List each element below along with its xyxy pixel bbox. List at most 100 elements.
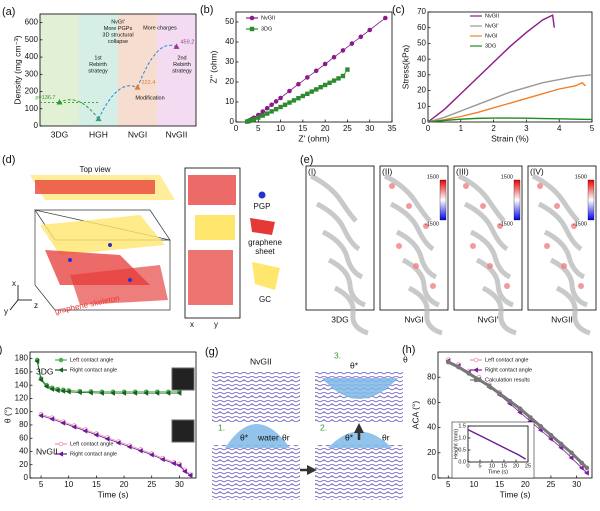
series-line — [40, 415, 191, 476]
legend-label: Left contact angle — [485, 357, 528, 363]
colorbar-label: -1500 — [499, 221, 513, 227]
panel-label: (c) — [392, 4, 405, 16]
legend-sheet — [250, 218, 275, 235]
y-tick-label: 20 — [427, 448, 436, 457]
x-tick-label: 5 — [256, 124, 261, 133]
caption: Top view — [79, 165, 110, 174]
point — [322, 61, 328, 67]
x-tick-label: 5 — [446, 480, 451, 489]
x-axis-label: Time (s) — [98, 489, 129, 499]
point — [115, 440, 121, 446]
legend-label: Right contact angle — [70, 451, 117, 457]
x-tick-label: 0 — [234, 124, 239, 133]
charge — [561, 263, 567, 269]
tile-name: NvGI — [404, 314, 423, 324]
charge — [480, 203, 486, 209]
y-axis-label: Density (mg cm⁻³) — [12, 35, 22, 104]
point — [38, 412, 44, 419]
x-tick-label: 3DG — [51, 129, 68, 139]
y-tick-label: 140 — [15, 380, 29, 389]
axis-name: y — [214, 320, 218, 329]
point — [558, 441, 564, 447]
caption: NvGII — [250, 356, 272, 366]
x-tick-label: 4 — [557, 124, 562, 133]
x-tick-label: 0 — [426, 124, 431, 133]
network — [531, 173, 580, 223]
network — [481, 285, 517, 336]
x-tick-label: 30 — [572, 480, 581, 489]
annotation: Rebirth — [173, 62, 191, 68]
legend-label: Left contact angle — [70, 357, 113, 363]
point — [291, 98, 297, 103]
point — [273, 99, 279, 104]
axis-name: y — [4, 307, 8, 316]
x-tick-label: 15 — [92, 480, 101, 489]
pgp — [68, 258, 72, 262]
charge — [463, 183, 469, 189]
plot-frame — [39, 13, 197, 127]
point — [95, 115, 102, 122]
annotation: NvGI' — [111, 19, 125, 25]
point — [305, 91, 310, 96]
point — [251, 117, 257, 122]
point — [43, 383, 49, 390]
network — [395, 229, 438, 280]
tile-numeral: (IV) — [530, 166, 544, 176]
point — [49, 416, 55, 422]
charge — [504, 283, 510, 289]
point — [313, 68, 319, 74]
point — [336, 76, 341, 81]
panel-label: (f) — [0, 344, 2, 356]
annotation: 3D structural — [102, 32, 133, 38]
network — [389, 201, 435, 252]
point — [132, 390, 138, 396]
step: 3. — [334, 350, 341, 360]
point — [260, 109, 266, 114]
lattice — [315, 445, 403, 500]
point — [314, 87, 319, 92]
point — [538, 424, 543, 429]
panel-label: (b) — [200, 4, 213, 16]
y-tick-label: 60 — [427, 398, 436, 407]
y-tick-label: 200 — [25, 87, 39, 96]
y-tick-label: 70 — [417, 7, 426, 16]
point — [171, 460, 176, 467]
x-tick-label: 20 — [521, 480, 530, 489]
x-axis-label: Z' (ohm) — [298, 133, 330, 143]
point — [126, 444, 132, 450]
x-axis-label: Time (s) — [488, 469, 508, 475]
point — [99, 390, 104, 396]
point — [456, 364, 461, 370]
y-tick-label: 30 — [225, 57, 234, 66]
legend-pgp — [258, 191, 266, 199]
droplet — [225, 424, 290, 448]
x-tick-label: 10 — [276, 124, 285, 133]
legend-marker — [249, 15, 255, 21]
y-tick-label: 0.0 — [458, 459, 466, 465]
graphene-skeleton — [70, 265, 168, 305]
point — [260, 113, 265, 118]
y-tick-label: 10 — [225, 97, 234, 106]
point — [264, 111, 270, 116]
symbol: water — [257, 432, 279, 442]
point — [154, 390, 160, 396]
legend-label: Right contact angle — [70, 367, 117, 373]
y-tick-label: 180 — [15, 354, 29, 363]
legend-text: graphene — [248, 238, 282, 247]
x-axis-label: Strain (%) — [491, 133, 529, 143]
legend-label: NvGI — [485, 33, 498, 39]
skeleton — [188, 175, 236, 205]
tile-name: NvGII — [551, 314, 573, 324]
y-tick-label: 100 — [25, 104, 39, 113]
axis-name: x — [190, 320, 194, 329]
legend-label: NvGII — [261, 15, 276, 21]
point — [282, 102, 288, 107]
lattice — [212, 445, 300, 500]
charge — [396, 243, 402, 249]
colorbar-label: 1500 — [427, 174, 439, 180]
point — [445, 359, 451, 365]
point — [584, 465, 590, 471]
annotation: More charges — [143, 25, 177, 31]
y-tick-label: 500 — [25, 35, 39, 44]
plot-frame — [235, 11, 393, 123]
